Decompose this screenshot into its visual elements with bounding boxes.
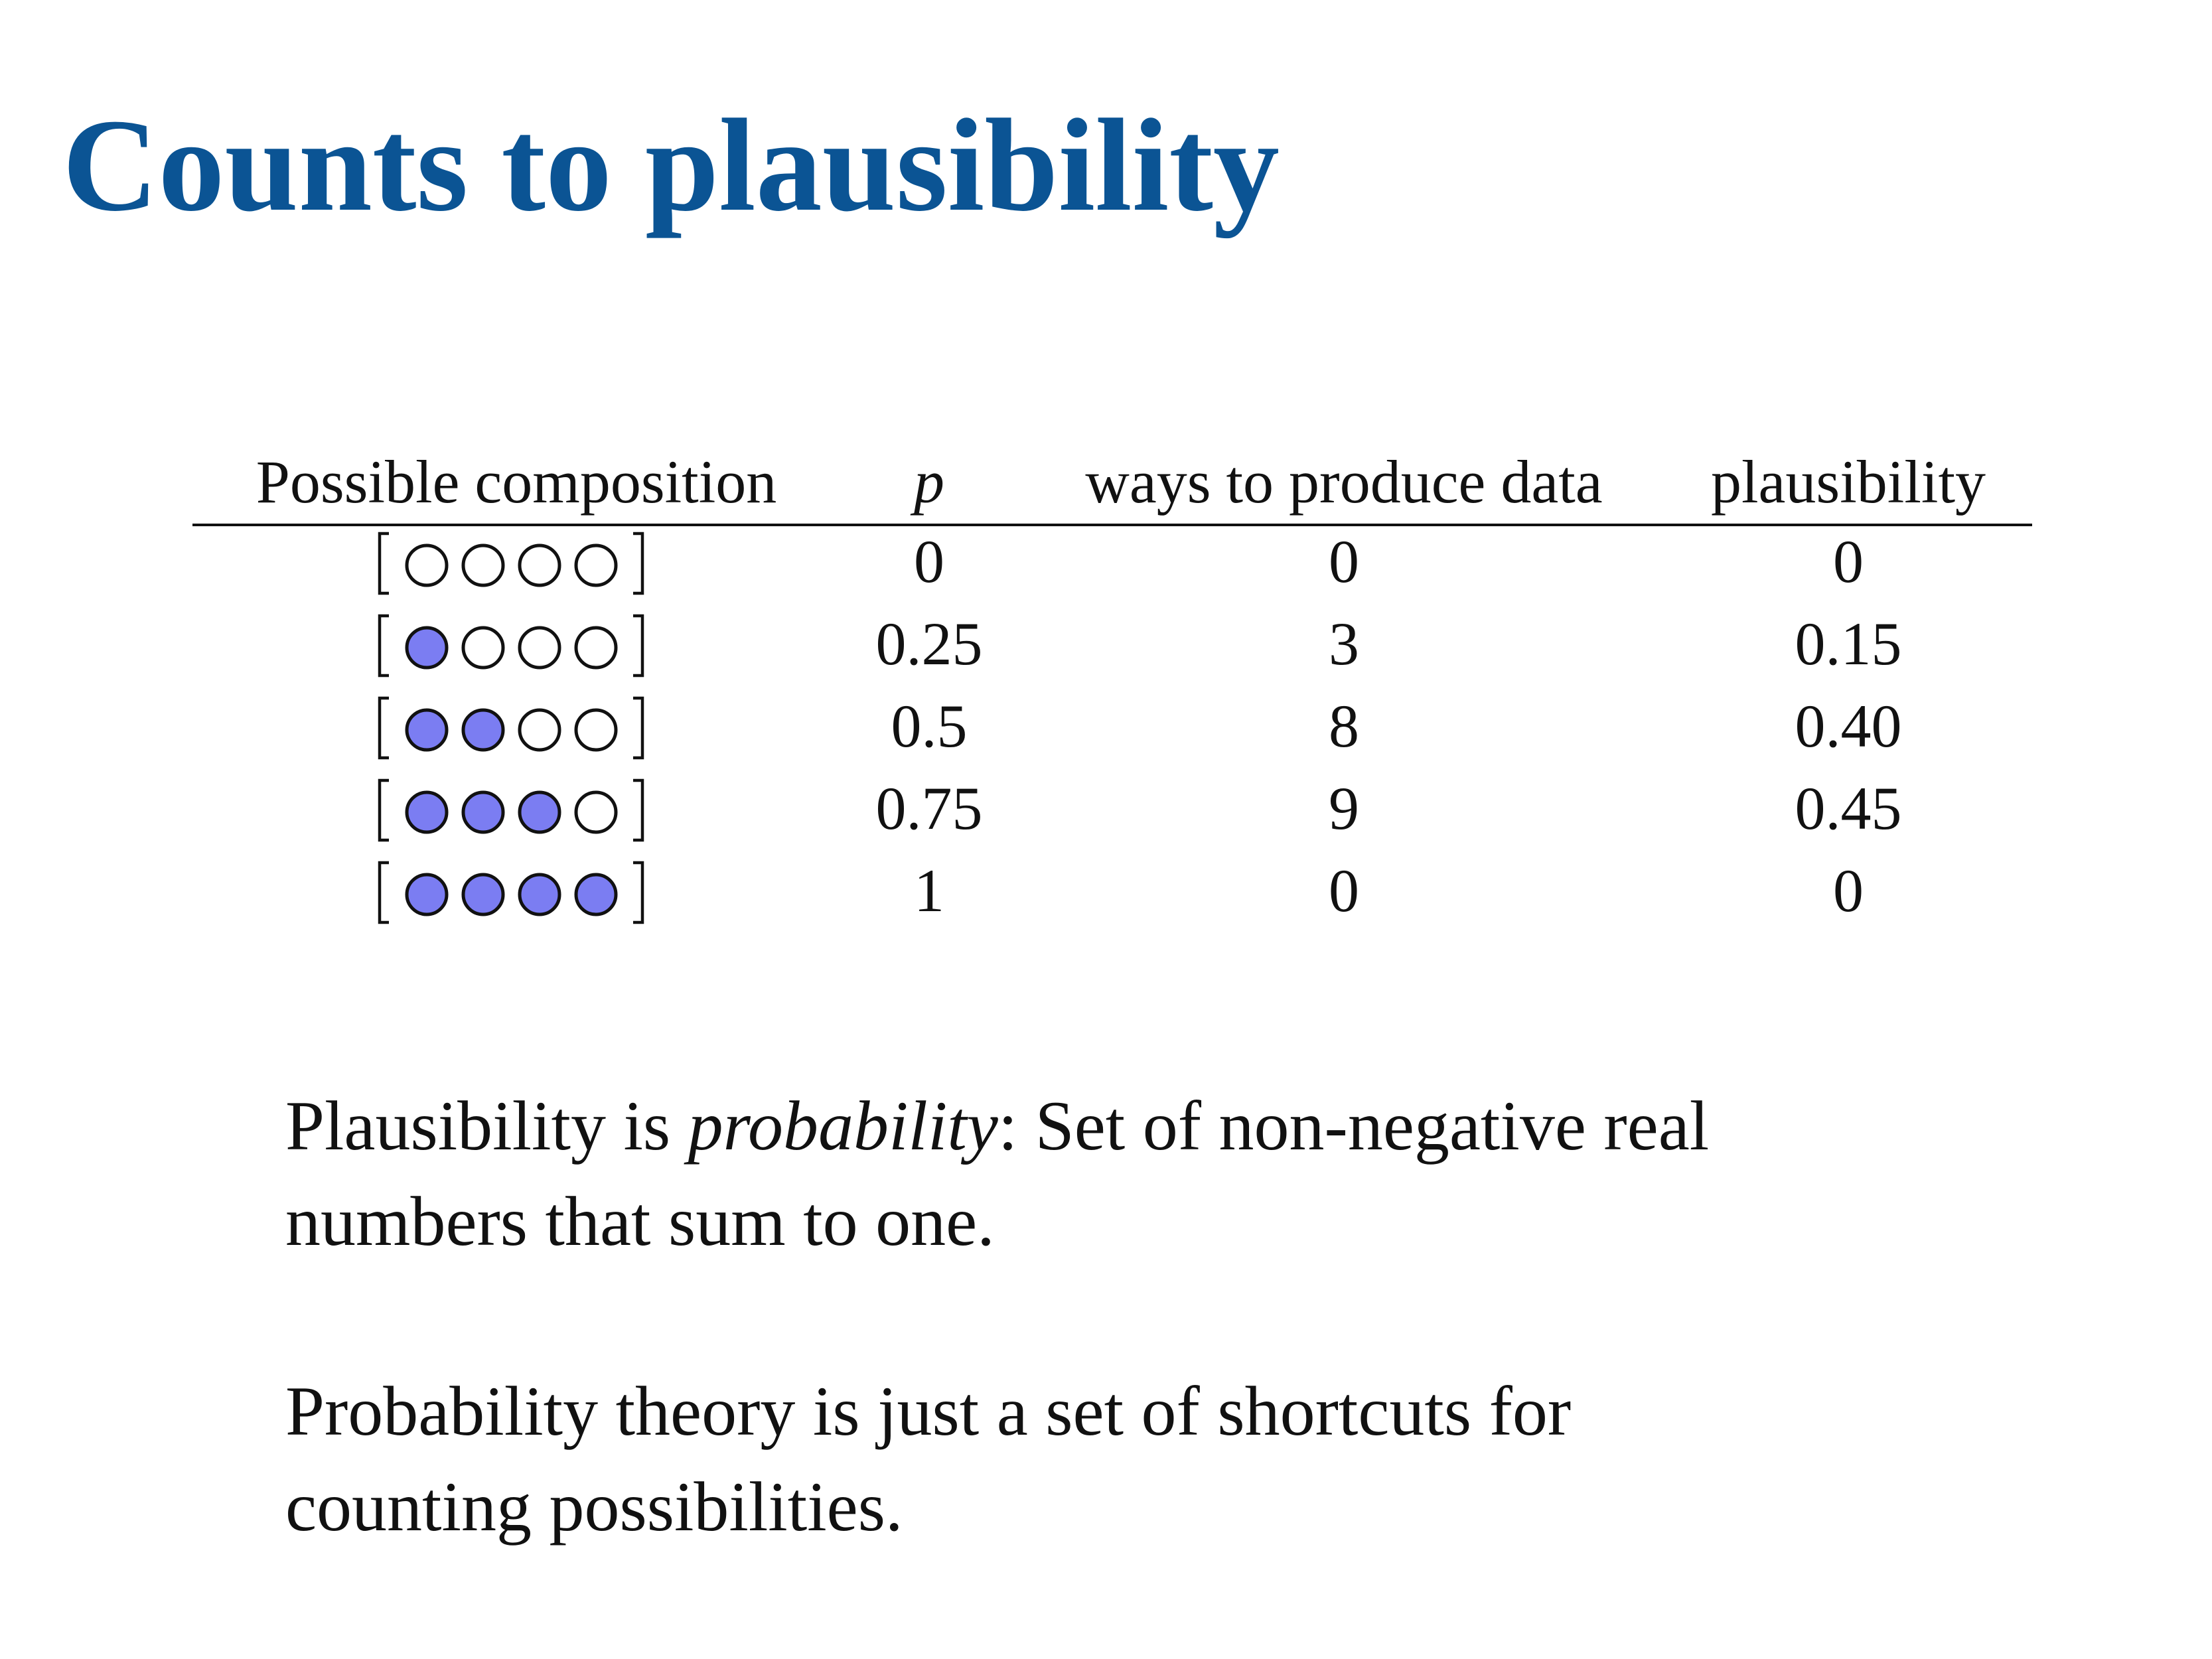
plausibility-value: 0.45 <box>1795 774 1902 842</box>
paragraph1-text-after: : Set of non-negative real <box>997 1087 1710 1165</box>
p-value: 0.75 <box>875 774 983 842</box>
paragraph1-emphasis: probability <box>688 1087 998 1165</box>
header-p: p <box>914 448 944 516</box>
header-ways: ways to produce data <box>1085 448 1603 516</box>
ways-value: 3 <box>1329 610 1359 678</box>
paragraph1-text-before: Plausibility is <box>285 1087 688 1165</box>
blue-marble-icon <box>461 708 505 752</box>
paragraph-probability: Plausibility is probability: Set of non-… <box>285 1078 1709 1269</box>
blue-marble-icon <box>405 790 449 834</box>
plausibility-value: 0.40 <box>1795 692 1902 760</box>
white-marble-icon <box>461 626 505 670</box>
composition-cell <box>372 527 650 600</box>
p-value: 1 <box>914 857 944 924</box>
left-bracket <box>378 696 389 760</box>
composition-cell <box>372 609 650 682</box>
right-bracket <box>633 861 644 924</box>
left-bracket <box>378 532 389 595</box>
blue-marble-icon <box>405 873 449 916</box>
composition-cell <box>372 856 650 929</box>
plausibility-value: 0 <box>1833 857 1864 924</box>
left-bracket <box>378 778 389 842</box>
white-marble-icon <box>518 543 561 587</box>
white-marble-icon <box>518 626 561 670</box>
composition-cell <box>372 691 650 764</box>
blue-marble-icon <box>518 873 561 916</box>
left-bracket <box>378 861 389 924</box>
plausibility-value: 0 <box>1833 528 1864 595</box>
right-bracket <box>633 614 644 678</box>
header-composition: Possible composition <box>256 448 777 516</box>
blue-marble-icon <box>405 626 449 670</box>
right-bracket <box>633 532 644 595</box>
right-bracket <box>633 778 644 842</box>
header-plausibility: plausibility <box>1711 448 1986 516</box>
ways-value: 8 <box>1329 692 1359 760</box>
white-marble-icon <box>574 790 618 834</box>
white-marble-icon <box>518 708 561 752</box>
blue-marble-icon <box>518 790 561 834</box>
white-marble-icon <box>574 626 618 670</box>
paragraph-counting: Probability theory is just a set of shor… <box>285 1364 1571 1555</box>
header-rule <box>192 524 2032 526</box>
p-value: 0.5 <box>891 692 968 760</box>
blue-marble-icon <box>461 790 505 834</box>
paragraph1-line2: numbers that sum to one. <box>285 1183 995 1260</box>
blue-marble-icon <box>461 873 505 916</box>
plausibility-value: 0.15 <box>1795 610 1902 678</box>
paragraph2-line2: counting possibilities. <box>285 1468 903 1546</box>
white-marble-icon <box>574 708 618 752</box>
page-title: Counts to plausibility <box>62 92 1280 239</box>
white-marble-icon <box>574 543 618 587</box>
white-marble-icon <box>405 543 449 587</box>
white-marble-icon <box>461 543 505 587</box>
ways-value: 0 <box>1329 857 1359 924</box>
ways-value: 9 <box>1329 774 1359 842</box>
p-value: 0.25 <box>875 610 983 678</box>
p-value: 0 <box>914 528 944 595</box>
left-bracket <box>378 614 389 678</box>
composition-cell <box>372 774 650 847</box>
ways-value: 0 <box>1329 528 1359 595</box>
paragraph2-line1: Probability theory is just a set of shor… <box>285 1372 1572 1450</box>
blue-marble-icon <box>574 873 618 916</box>
right-bracket <box>633 696 644 760</box>
blue-marble-icon <box>405 708 449 752</box>
